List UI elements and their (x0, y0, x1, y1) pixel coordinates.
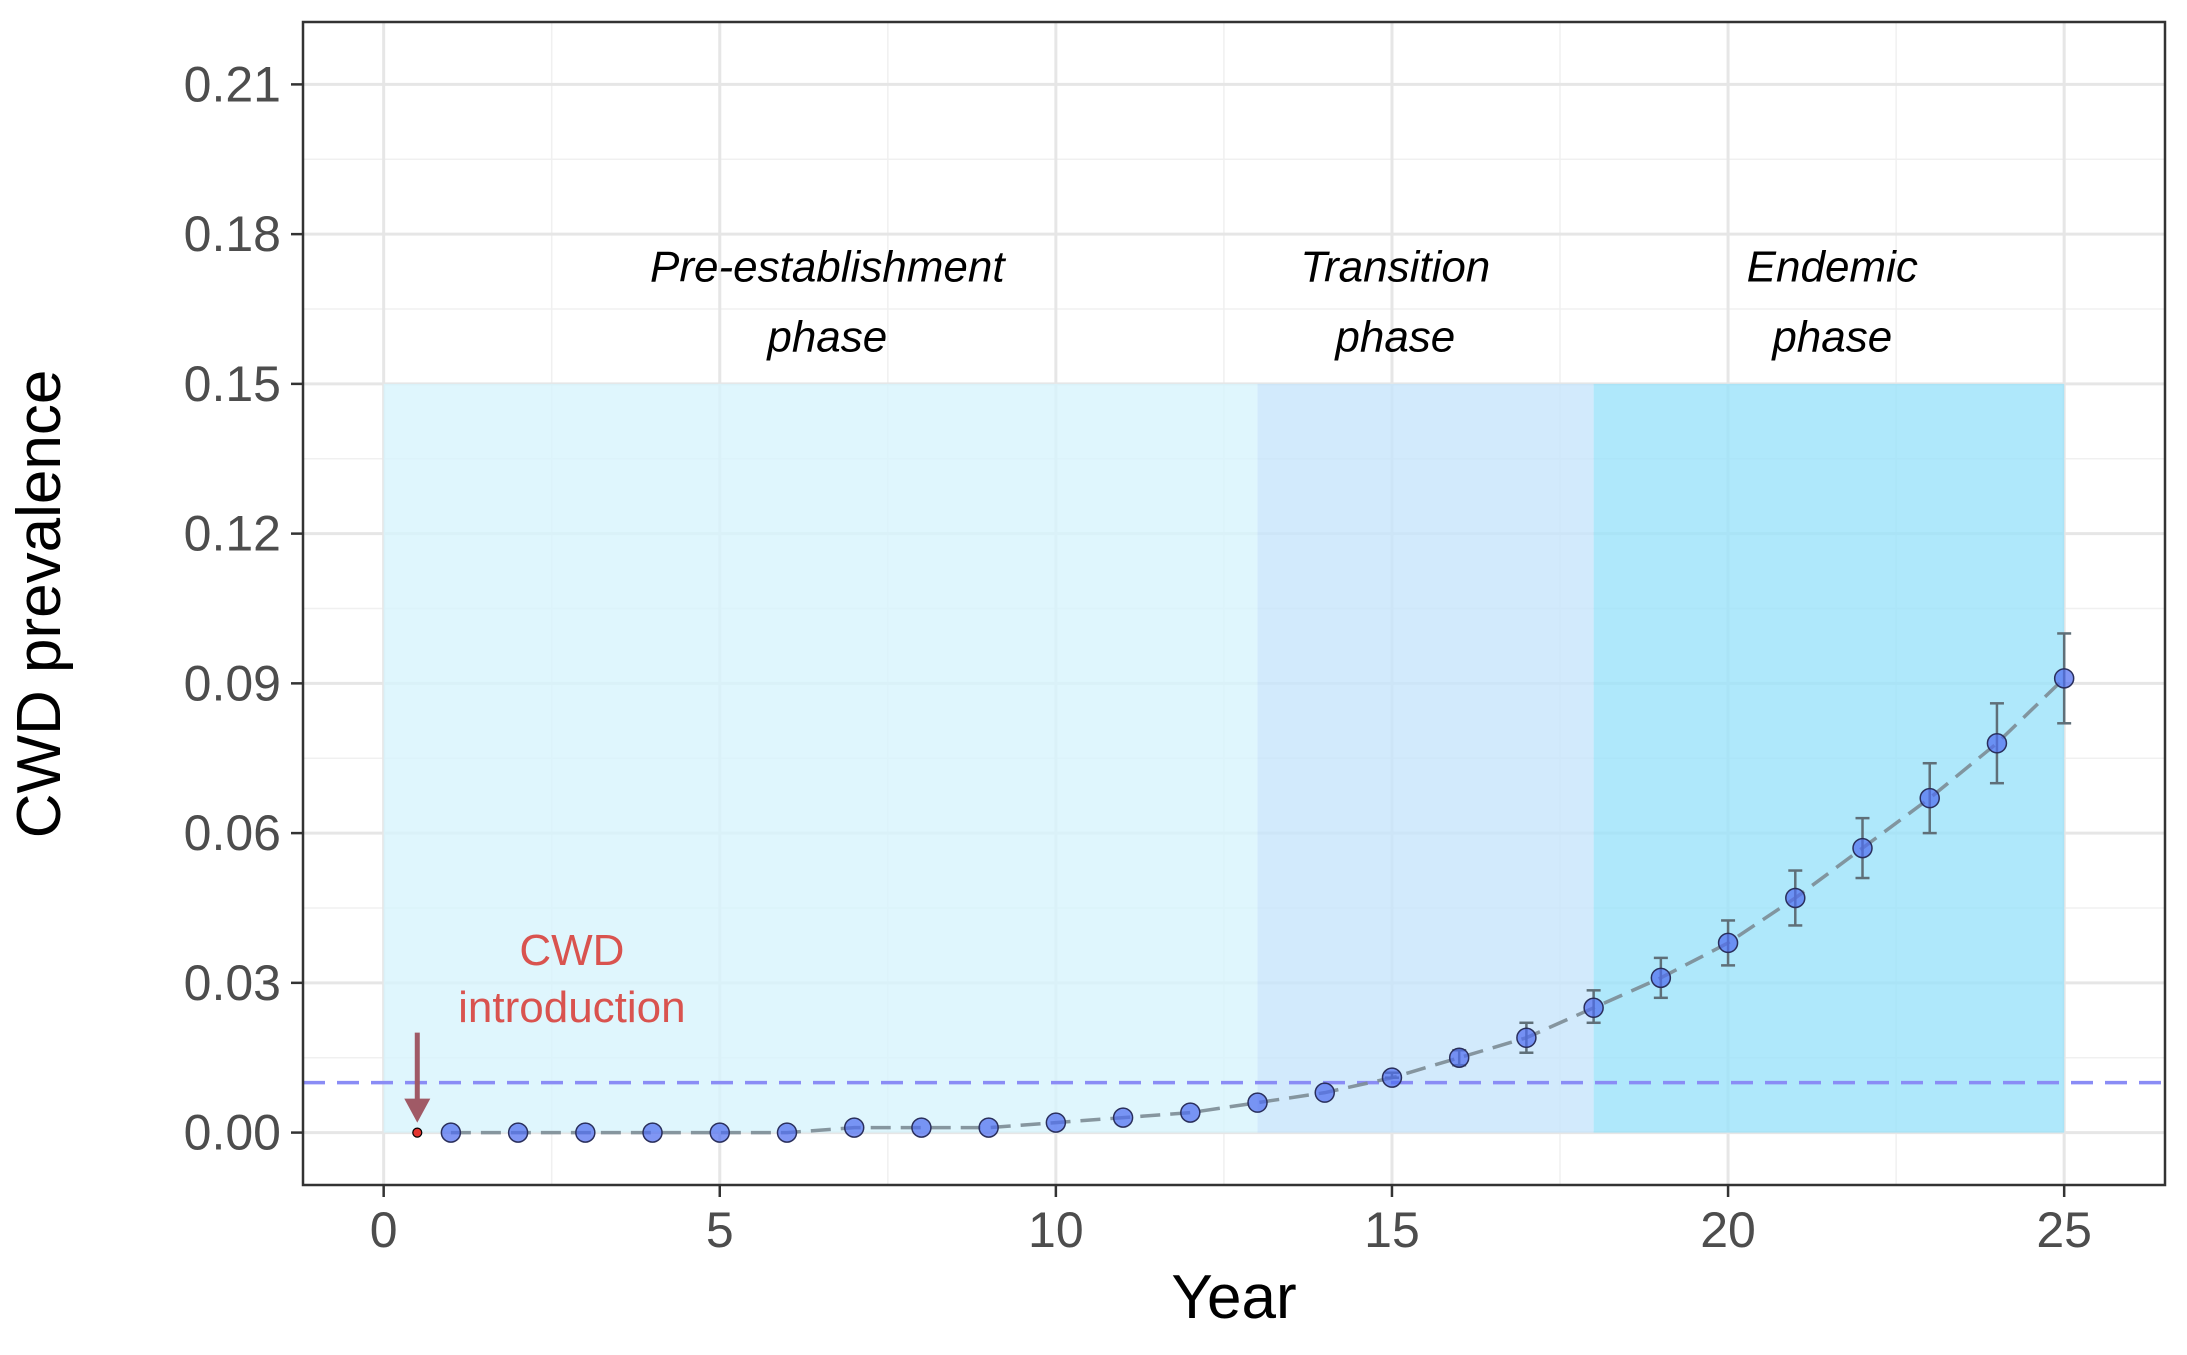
x-tick-label: 20 (1700, 1202, 1756, 1258)
plot-panel-border (301, 20, 2167, 1187)
phase-regions (383, 383, 2065, 1133)
data-point (1583, 997, 1604, 1019)
y-tick-label: 0.03 (184, 955, 281, 1011)
data-point (1180, 1102, 1201, 1123)
phase-region-2 (1257, 383, 1594, 1133)
y-tick-label: 0.15 (184, 356, 281, 412)
x-tick-label: 25 (2036, 1202, 2092, 1258)
data-point (1852, 837, 1873, 859)
x-axis: 0 5 10 15 20 25 (370, 1185, 2092, 1258)
data-point (642, 1122, 663, 1143)
x-tick-label: 15 (1364, 1202, 1420, 1258)
y-tick-label: 0.18 (184, 206, 281, 262)
y-tick-label: 0.06 (184, 805, 281, 861)
data-point (776, 1122, 798, 1143)
data-point (911, 1117, 932, 1138)
y-tick-label: 0.00 (184, 1105, 281, 1161)
data-point (978, 1117, 999, 1138)
data-point (1717, 932, 1739, 954)
y-tick-label: 0.21 (184, 56, 281, 112)
phase-label-1-line2: phase (765, 312, 887, 361)
y-axis-title: CWD prevalence (5, 370, 74, 839)
x-tick-label: 10 (1028, 1202, 1084, 1258)
x-axis-title: Year (1171, 1263, 1296, 1332)
data-point (2053, 668, 2075, 689)
data-point (1381, 1067, 1403, 1088)
data-point (1986, 733, 2008, 754)
y-tick-label: 0.09 (184, 655, 281, 711)
data-point (1919, 787, 1940, 809)
data-point (507, 1122, 529, 1143)
data-point (1785, 887, 1806, 909)
phase-label-3-line1: Endemic (1747, 243, 1918, 292)
y-axis: 0.00 0.03 0.06 0.09 0.12 0.15 0.18 0.21 (184, 56, 303, 1161)
data-point (440, 1122, 462, 1143)
data-point (1045, 1112, 1067, 1133)
phase-labels: Pre-establishment phase Transition phase End… (650, 243, 1918, 362)
phase-label-3-line2: phase (1770, 312, 1892, 361)
introduction-annotation: CWD introduction (404, 926, 686, 1138)
y-tick-label: 0.12 (184, 506, 281, 562)
data-point (1247, 1092, 1268, 1113)
introduction-label-line1: CWD (519, 926, 624, 975)
phase-region-1 (383, 383, 1258, 1133)
data-point (1112, 1107, 1134, 1128)
data-point (1448, 1047, 1470, 1068)
phase-region-3 (1593, 383, 2065, 1133)
phase-label-2-line2: phase (1333, 312, 1455, 361)
phase-label-1-line1: Pre-establishment (650, 243, 1006, 292)
introduction-arrow-head (404, 1098, 431, 1123)
data-point (843, 1117, 865, 1138)
introduction-point (412, 1127, 423, 1138)
data-point (1314, 1082, 1335, 1103)
data-point (575, 1122, 596, 1143)
data-point (709, 1122, 731, 1143)
phase-label-2-line1: Transition (1300, 243, 1490, 292)
x-tick-label: 0 (370, 1202, 398, 1258)
data-points (440, 668, 2075, 1143)
data-point (1650, 967, 1672, 989)
x-tick-label: 5 (706, 1202, 734, 1258)
data-point (1516, 1027, 1537, 1049)
introduction-label-line2: introduction (458, 983, 685, 1032)
